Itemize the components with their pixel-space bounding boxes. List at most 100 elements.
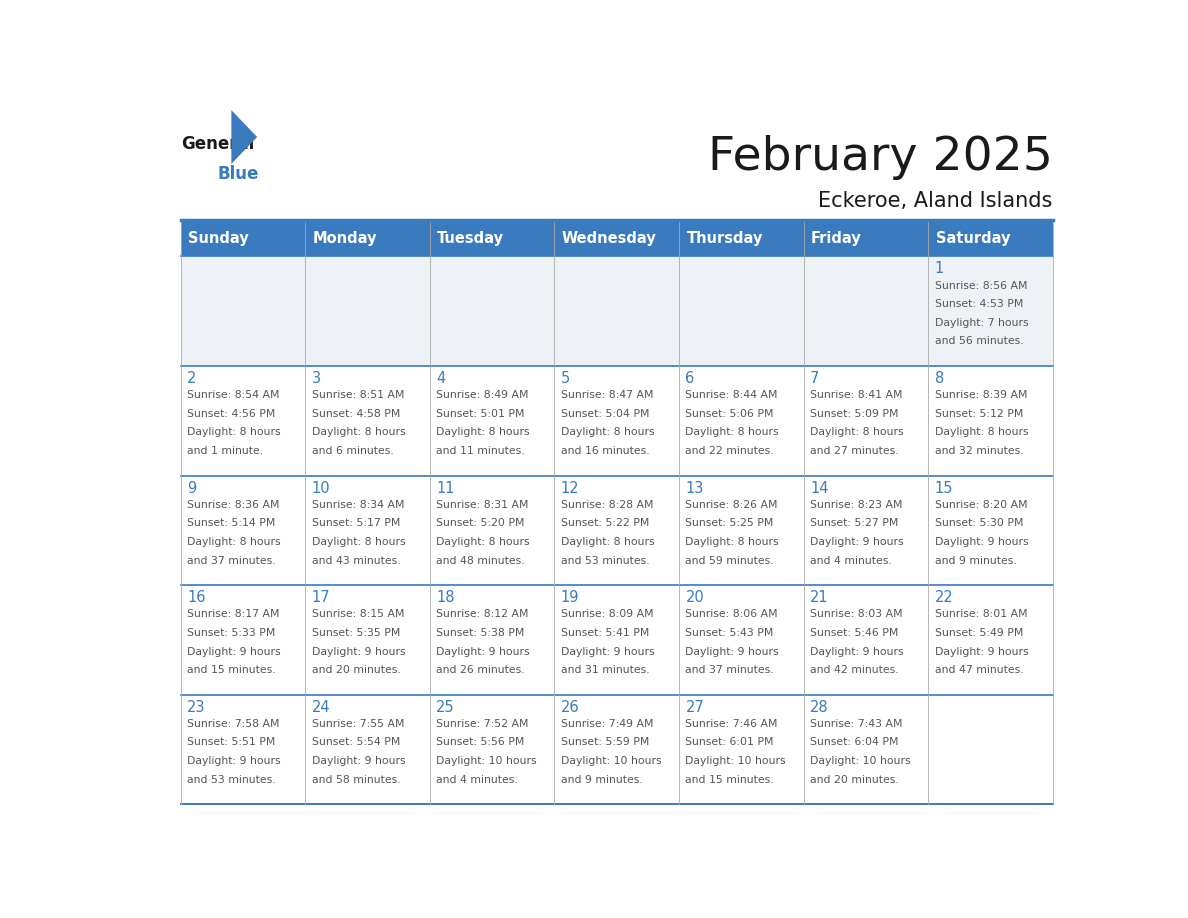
Text: Eckeroe, Aland Islands: Eckeroe, Aland Islands bbox=[819, 192, 1053, 211]
Text: Daylight: 8 hours: Daylight: 8 hours bbox=[311, 537, 405, 547]
Bar bbox=[680, 256, 803, 366]
Text: and 53 minutes.: and 53 minutes. bbox=[188, 775, 276, 785]
Text: Sunset: 5:59 PM: Sunset: 5:59 PM bbox=[561, 737, 649, 747]
Text: Sunset: 6:01 PM: Sunset: 6:01 PM bbox=[685, 737, 773, 747]
Text: and 43 minutes.: and 43 minutes. bbox=[311, 555, 400, 565]
Text: Sunset: 5:14 PM: Sunset: 5:14 PM bbox=[188, 519, 276, 529]
Text: Sunrise: 8:23 AM: Sunrise: 8:23 AM bbox=[810, 499, 903, 509]
Text: Daylight: 9 hours: Daylight: 9 hours bbox=[810, 537, 904, 547]
Bar bbox=[680, 219, 803, 256]
Text: Sunrise: 8:39 AM: Sunrise: 8:39 AM bbox=[935, 390, 1026, 400]
Text: 25: 25 bbox=[436, 700, 455, 715]
Bar bbox=[555, 366, 680, 476]
Text: 22: 22 bbox=[935, 590, 953, 605]
Text: 7: 7 bbox=[810, 371, 820, 386]
Text: Sunday: Sunday bbox=[188, 230, 249, 246]
Bar bbox=[181, 585, 305, 695]
Text: Friday: Friday bbox=[811, 230, 861, 246]
Text: 27: 27 bbox=[685, 700, 704, 715]
Text: 11: 11 bbox=[436, 480, 455, 496]
Text: and 59 minutes.: and 59 minutes. bbox=[685, 555, 775, 565]
Text: 5: 5 bbox=[561, 371, 570, 386]
Text: and 9 minutes.: and 9 minutes. bbox=[935, 555, 1016, 565]
Text: 10: 10 bbox=[311, 480, 330, 496]
Bar bbox=[181, 219, 305, 256]
Text: Sunset: 5:04 PM: Sunset: 5:04 PM bbox=[561, 409, 650, 419]
Text: and 20 minutes.: and 20 minutes. bbox=[311, 666, 400, 675]
Text: Daylight: 10 hours: Daylight: 10 hours bbox=[436, 756, 537, 767]
Text: Sunrise: 8:51 AM: Sunrise: 8:51 AM bbox=[311, 390, 404, 400]
Text: Sunrise: 7:55 AM: Sunrise: 7:55 AM bbox=[311, 719, 404, 729]
Text: Daylight: 8 hours: Daylight: 8 hours bbox=[561, 428, 655, 437]
Text: and 1 minute.: and 1 minute. bbox=[188, 446, 264, 456]
Text: Sunrise: 8:26 AM: Sunrise: 8:26 AM bbox=[685, 499, 778, 509]
Text: Daylight: 9 hours: Daylight: 9 hours bbox=[311, 646, 405, 656]
Text: Sunset: 5:38 PM: Sunset: 5:38 PM bbox=[436, 628, 525, 638]
Text: Sunrise: 8:41 AM: Sunrise: 8:41 AM bbox=[810, 390, 903, 400]
Text: 13: 13 bbox=[685, 480, 703, 496]
Text: Sunrise: 8:44 AM: Sunrise: 8:44 AM bbox=[685, 390, 778, 400]
Text: 1: 1 bbox=[935, 262, 943, 276]
Bar bbox=[680, 476, 803, 585]
Text: 18: 18 bbox=[436, 590, 455, 605]
Text: Sunrise: 7:58 AM: Sunrise: 7:58 AM bbox=[188, 719, 279, 729]
Text: Sunrise: 7:43 AM: Sunrise: 7:43 AM bbox=[810, 719, 903, 729]
Text: Daylight: 9 hours: Daylight: 9 hours bbox=[311, 756, 405, 767]
Text: Sunrise: 8:31 AM: Sunrise: 8:31 AM bbox=[436, 499, 529, 509]
Bar bbox=[305, 476, 430, 585]
Text: Sunrise: 8:09 AM: Sunrise: 8:09 AM bbox=[561, 610, 653, 620]
Text: Daylight: 8 hours: Daylight: 8 hours bbox=[436, 537, 530, 547]
Text: and 58 minutes.: and 58 minutes. bbox=[311, 775, 400, 785]
Bar bbox=[928, 695, 1053, 804]
Text: Sunrise: 8:17 AM: Sunrise: 8:17 AM bbox=[188, 610, 279, 620]
Text: Daylight: 8 hours: Daylight: 8 hours bbox=[685, 428, 779, 437]
Text: Sunset: 5:27 PM: Sunset: 5:27 PM bbox=[810, 519, 898, 529]
Bar bbox=[803, 366, 928, 476]
Text: Daylight: 7 hours: Daylight: 7 hours bbox=[935, 318, 1028, 328]
Bar bbox=[430, 695, 555, 804]
Text: Sunset: 5:12 PM: Sunset: 5:12 PM bbox=[935, 409, 1023, 419]
Text: Sunset: 6:04 PM: Sunset: 6:04 PM bbox=[810, 737, 898, 747]
Text: and 42 minutes.: and 42 minutes. bbox=[810, 666, 898, 675]
Text: Sunset: 5:22 PM: Sunset: 5:22 PM bbox=[561, 519, 649, 529]
Text: and 47 minutes.: and 47 minutes. bbox=[935, 666, 1023, 675]
Text: Blue: Blue bbox=[217, 165, 259, 184]
Bar bbox=[181, 256, 305, 366]
Text: Sunrise: 8:54 AM: Sunrise: 8:54 AM bbox=[188, 390, 279, 400]
Text: 19: 19 bbox=[561, 590, 580, 605]
Bar bbox=[928, 585, 1053, 695]
Text: 24: 24 bbox=[311, 700, 330, 715]
Text: Daylight: 8 hours: Daylight: 8 hours bbox=[436, 428, 530, 437]
Text: Saturday: Saturday bbox=[935, 230, 1010, 246]
Bar bbox=[430, 585, 555, 695]
Text: Sunset: 5:51 PM: Sunset: 5:51 PM bbox=[188, 737, 276, 747]
Bar bbox=[555, 256, 680, 366]
Bar bbox=[305, 585, 430, 695]
Bar bbox=[803, 695, 928, 804]
Text: Daylight: 9 hours: Daylight: 9 hours bbox=[935, 646, 1028, 656]
Text: Sunrise: 7:46 AM: Sunrise: 7:46 AM bbox=[685, 719, 778, 729]
Bar bbox=[305, 366, 430, 476]
Text: Sunset: 5:33 PM: Sunset: 5:33 PM bbox=[188, 628, 276, 638]
Text: Sunrise: 8:12 AM: Sunrise: 8:12 AM bbox=[436, 610, 529, 620]
Text: Daylight: 8 hours: Daylight: 8 hours bbox=[935, 428, 1028, 437]
Text: and 6 minutes.: and 6 minutes. bbox=[311, 446, 393, 456]
Text: and 37 minutes.: and 37 minutes. bbox=[685, 666, 775, 675]
Text: Sunrise: 8:28 AM: Sunrise: 8:28 AM bbox=[561, 499, 653, 509]
Text: Daylight: 10 hours: Daylight: 10 hours bbox=[561, 756, 662, 767]
Text: Sunset: 4:56 PM: Sunset: 4:56 PM bbox=[188, 409, 276, 419]
Text: and 16 minutes.: and 16 minutes. bbox=[561, 446, 650, 456]
Text: and 22 minutes.: and 22 minutes. bbox=[685, 446, 775, 456]
Text: Daylight: 8 hours: Daylight: 8 hours bbox=[188, 428, 280, 437]
Text: Wednesday: Wednesday bbox=[562, 230, 657, 246]
Text: and 15 minutes.: and 15 minutes. bbox=[685, 775, 775, 785]
Text: Sunrise: 8:15 AM: Sunrise: 8:15 AM bbox=[311, 610, 404, 620]
Text: Sunset: 5:17 PM: Sunset: 5:17 PM bbox=[311, 519, 400, 529]
Text: Daylight: 10 hours: Daylight: 10 hours bbox=[810, 756, 910, 767]
Text: Sunset: 5:01 PM: Sunset: 5:01 PM bbox=[436, 409, 525, 419]
Text: and 32 minutes.: and 32 minutes. bbox=[935, 446, 1023, 456]
Text: and 53 minutes.: and 53 minutes. bbox=[561, 555, 650, 565]
Text: Sunrise: 8:20 AM: Sunrise: 8:20 AM bbox=[935, 499, 1028, 509]
Bar bbox=[555, 476, 680, 585]
Text: Sunrise: 8:56 AM: Sunrise: 8:56 AM bbox=[935, 281, 1026, 291]
